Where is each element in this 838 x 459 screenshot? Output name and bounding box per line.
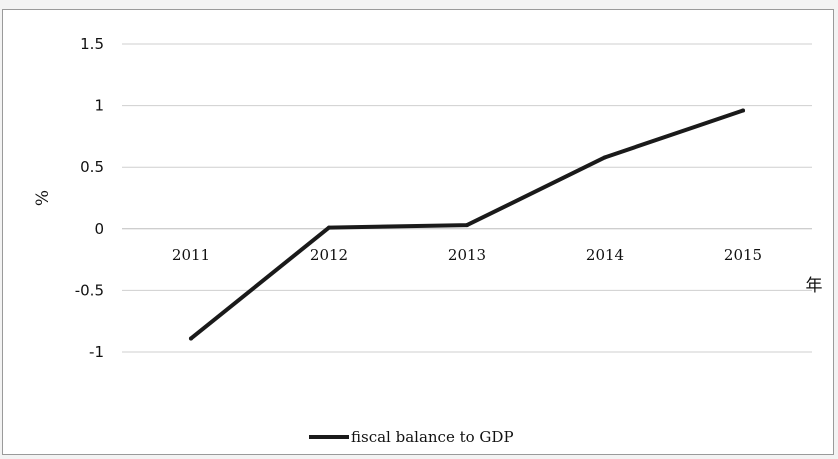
series-lines [189, 108, 745, 341]
data-point [603, 155, 607, 160]
x-tick-label: 2015 [724, 246, 762, 264]
x-axis-ticks: 2011 2012 2013 2014 2015 [172, 246, 762, 264]
x-tick-label: 2013 [448, 246, 486, 264]
y-tick-label: 0 [94, 220, 104, 238]
y-tick-label: -1 [89, 343, 104, 361]
y-tick-label: 0.5 [80, 158, 104, 176]
y-tick-label: -0.5 [75, 281, 104, 299]
x-tick-label: 2014 [586, 246, 624, 264]
gridlines [122, 43, 812, 353]
data-point [465, 223, 469, 228]
x-axis-label: 年 [806, 276, 823, 296]
data-point [327, 225, 331, 230]
y-tick-label: 1 [94, 97, 104, 115]
y-axis-ticks: 1.5 1 0.5 0 -0.5 -1 [75, 35, 104, 361]
chart-frame [2, 9, 834, 455]
x-tick-label: 2012 [310, 246, 348, 264]
legend: fiscal balance to GDP [309, 428, 514, 446]
data-point [189, 336, 193, 341]
legend-label-fiscal-balance: fiscal balance to GDP [351, 428, 514, 446]
y-axis-label: % [33, 190, 53, 206]
y-tick-label: 1.5 [80, 35, 104, 53]
x-tick-label: 2011 [172, 246, 210, 264]
data-point [741, 108, 745, 113]
